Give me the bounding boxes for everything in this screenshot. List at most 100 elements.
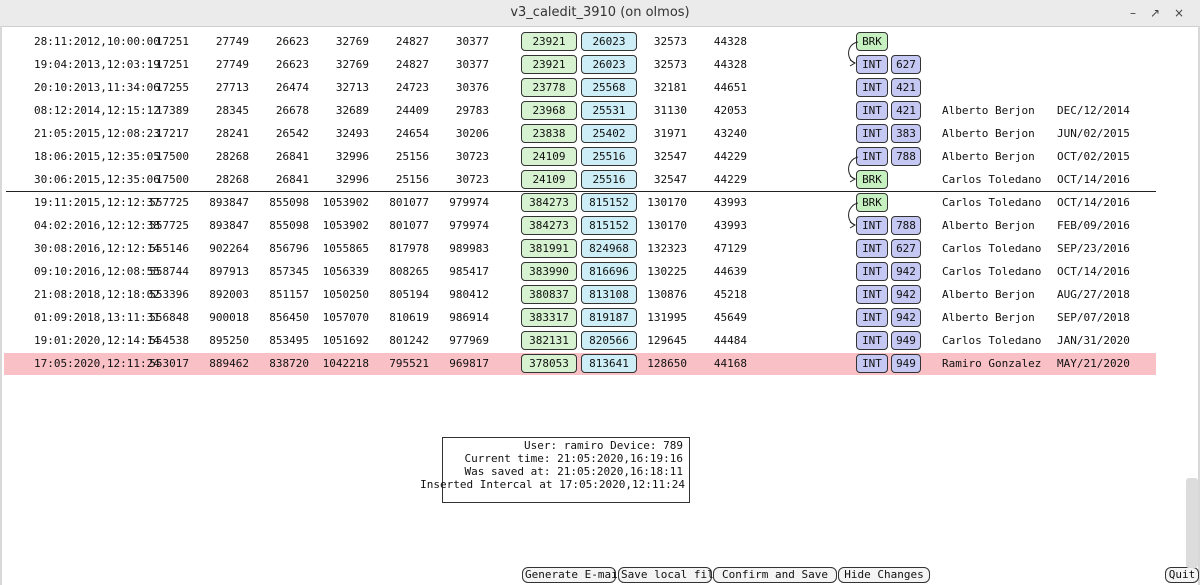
row-blue-value[interactable]: 820566 (581, 331, 637, 350)
table-row[interactable]: 28:11:2012,10:00:00 17251 27749 26623 32769 2… (4, 31, 1156, 53)
row-timestamp: 17:05:2020,12:11:24 (34, 357, 160, 370)
table-row[interactable]: 17:05:2020,12:11:24 553017 889462 838720 104… (4, 353, 1156, 375)
row-value: 26841 (275, 173, 309, 186)
table-row[interactable]: 19:01:2020,12:14:14 554538 895250 853495 105… (4, 330, 1156, 352)
row-green-value[interactable]: 23778 (521, 78, 577, 97)
row-green-value[interactable]: 23921 (521, 55, 577, 74)
row-type-tag[interactable]: INT (856, 239, 888, 258)
table-row[interactable]: 09:10:2016,12:08:55 558744 897913 857345 105… (4, 261, 1156, 283)
table-row[interactable]: 21:08:2018,12:18:02 553396 892003 851157 105… (4, 284, 1156, 306)
row-type-tag[interactable]: INT (856, 354, 888, 373)
row-green-value[interactable]: 378053 (521, 354, 577, 373)
row-timestamp: 18:06:2015,12:35:05 (34, 150, 160, 163)
row-type-tag[interactable]: BRK (856, 193, 888, 212)
row-device-tag[interactable]: 421 (891, 78, 921, 97)
row-green-value[interactable]: 383317 (521, 308, 577, 327)
row-device-tag[interactable]: 942 (891, 285, 921, 304)
row-device-tag[interactable]: 383 (891, 124, 921, 143)
row-timestamp: 21:08:2018,12:18:02 (34, 288, 160, 301)
maximize-icon[interactable]: ↗ (1149, 6, 1161, 20)
row-green-value[interactable]: 383990 (521, 262, 577, 281)
row-blue-value[interactable]: 815152 (581, 216, 637, 235)
row-green-value[interactable]: 384273 (521, 193, 577, 212)
row-value: 985417 (449, 265, 489, 278)
row-blue-value[interactable]: 26023 (581, 55, 637, 74)
row-type-tag[interactable]: INT (856, 124, 888, 143)
minimize-icon[interactable]: – (1130, 6, 1136, 20)
row-blue-value[interactable]: 25568 (581, 78, 637, 97)
close-icon[interactable]: × (1173, 6, 1185, 20)
row-green-value[interactable]: 384273 (521, 216, 577, 235)
row-blue-value[interactable]: 824968 (581, 239, 637, 258)
row-device-tag[interactable]: 627 (891, 239, 921, 258)
row-green-value[interactable]: 23968 (521, 101, 577, 120)
row-blue-value[interactable]: 25516 (581, 147, 637, 166)
row-green-value[interactable]: 23921 (521, 32, 577, 51)
table-row[interactable]: 21:05:2015,12:08:23 17217 28241 26542 32493 2… (4, 123, 1156, 145)
row-device-tag[interactable]: 421 (891, 101, 921, 120)
row-device-tag[interactable]: 788 (891, 216, 921, 235)
table-row[interactable]: 01:09:2018,13:11:31 556848 900018 856450 105… (4, 307, 1156, 329)
row-type-tag[interactable]: BRK (856, 170, 888, 189)
row-green-value[interactable]: 380837 (521, 285, 577, 304)
row-type-tag[interactable]: INT (856, 78, 888, 97)
confirm-and-save-button[interactable]: Confirm and Save (713, 567, 837, 583)
table-row[interactable]: 30:06:2015,12:35:06 17500 28268 26841 32996 2… (4, 169, 1156, 191)
row-type-tag[interactable]: BRK (856, 32, 888, 51)
row-type-tag[interactable]: INT (856, 262, 888, 281)
row-value: 895250 (209, 334, 249, 347)
row-type-tag[interactable]: INT (856, 55, 888, 74)
generate-email-button[interactable]: Generate E-mail (522, 567, 624, 583)
table-row[interactable]: 04:02:2016,12:12:38 557725 893847 855098 105… (4, 215, 1156, 237)
table-row[interactable]: 19:11:2015,12:12:37 557725 893847 855098 105… (4, 192, 1156, 214)
row-value: 130876 (647, 288, 687, 301)
row-type-tag[interactable]: INT (856, 331, 888, 350)
row-type-tag[interactable]: INT (856, 285, 888, 304)
row-device-tag[interactable]: 942 (891, 308, 921, 327)
row-device-tag[interactable]: 949 (891, 354, 921, 373)
row-blue-value[interactable]: 813641 (581, 354, 637, 373)
row-green-value[interactable]: 24109 (521, 147, 577, 166)
row-value: 45218 (713, 288, 747, 301)
row-blue-value[interactable]: 815152 (581, 193, 637, 212)
row-type-tag[interactable]: INT (856, 147, 888, 166)
row-green-value[interactable]: 381991 (521, 239, 577, 258)
window-titlebar: v3_caledit_3910 (on olmos) – ↗ × (0, 0, 1200, 27)
row-device-tag[interactable]: 942 (891, 262, 921, 281)
row-green-value[interactable]: 24109 (521, 170, 577, 189)
row-blue-value[interactable]: 819187 (581, 308, 637, 327)
row-value: 553396 (149, 288, 189, 301)
row-blue-value[interactable]: 25402 (581, 124, 637, 143)
row-date: SEP/23/2016 (1057, 242, 1130, 255)
scrollbar-thumb[interactable] (1186, 478, 1198, 568)
row-device-tag[interactable]: 788 (891, 147, 921, 166)
table-row[interactable]: 20:10:2013,11:34:06 17255 27713 26474 32713 2… (4, 77, 1156, 99)
row-type-tag[interactable]: INT (856, 101, 888, 120)
table-row[interactable]: 18:06:2015,12:35:05 17500 28268 26841 32996 2… (4, 146, 1156, 168)
row-device-tag[interactable]: 949 (891, 331, 921, 350)
table-row[interactable]: 08:12:2014,12:15:12 17389 28345 26678 32689 2… (4, 100, 1156, 122)
row-value: 17251 (155, 35, 189, 48)
hide-changes-button[interactable]: Hide Changes (838, 567, 930, 583)
row-value: 17500 (155, 173, 189, 186)
row-blue-value[interactable]: 26023 (581, 32, 637, 51)
row-blue-value[interactable]: 25531 (581, 101, 637, 120)
row-type-tag[interactable]: INT (856, 216, 888, 235)
row-type-tag[interactable]: INT (856, 308, 888, 327)
row-blue-value[interactable]: 813108 (581, 285, 637, 304)
row-blue-value[interactable]: 816696 (581, 262, 637, 281)
row-value: 801077 (389, 196, 429, 209)
row-value: 856796 (269, 242, 309, 255)
row-blue-value[interactable]: 25516 (581, 170, 637, 189)
info-inserted: Inserted Intercal at 17:05:2020,12:11:24 (420, 478, 685, 491)
table-row[interactable]: 30:08:2016,12:12:14 555146 902264 856796 105… (4, 238, 1156, 260)
row-timestamp: 19:04:2013,12:03:19 (34, 58, 160, 71)
row-green-value[interactable]: 23838 (521, 124, 577, 143)
table-row[interactable]: 19:04:2013,12:03:19 17251 27749 26623 32769 2… (4, 54, 1156, 76)
row-value: 892003 (209, 288, 249, 301)
row-green-value[interactable]: 382131 (521, 331, 577, 350)
row-device-tag[interactable]: 627 (891, 55, 921, 74)
row-value: 1055865 (322, 242, 369, 255)
quit-button[interactable]: Quit (1165, 567, 1199, 583)
save-local-file-button[interactable]: Save local file (618, 567, 720, 583)
